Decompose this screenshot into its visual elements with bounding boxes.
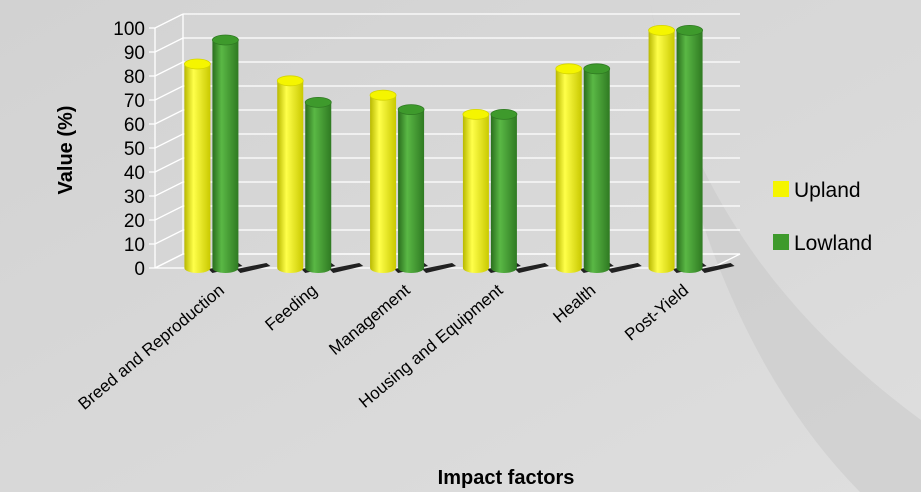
y-tick-label: 0 xyxy=(134,259,145,280)
y-tick-label: 10 xyxy=(124,235,145,256)
bar-lowland xyxy=(304,97,364,274)
bar-lowland xyxy=(212,34,271,273)
bar-lowland xyxy=(397,104,457,273)
bar-shadow xyxy=(236,263,271,273)
gridline xyxy=(154,229,184,245)
bar-body xyxy=(490,114,517,273)
bar-body xyxy=(555,68,582,273)
y-tick-label: 70 xyxy=(124,91,145,112)
bar-upland xyxy=(184,58,243,273)
y-tick-label: 100 xyxy=(113,19,145,40)
background-swoosh xyxy=(650,0,921,492)
y-tick-label: 50 xyxy=(124,139,145,160)
bar-lowland xyxy=(490,109,549,273)
bar-shadow xyxy=(422,263,457,273)
bar-shadow xyxy=(329,263,364,273)
y-tick-label: 90 xyxy=(124,43,145,64)
y-tick-label: 80 xyxy=(124,67,145,88)
bar-top xyxy=(304,97,332,108)
bar-top xyxy=(648,24,675,36)
bar-shadow xyxy=(700,263,735,273)
bar-body xyxy=(462,114,489,274)
y-axis-title: Value (%) xyxy=(55,106,77,195)
bar-body xyxy=(583,68,610,273)
bar-top xyxy=(397,104,425,115)
legend-swatch xyxy=(773,234,789,250)
grid-layer xyxy=(149,13,741,269)
bar-top xyxy=(583,63,611,75)
bar-lowland xyxy=(583,63,642,273)
bar-top xyxy=(490,109,518,120)
bar-body xyxy=(676,30,703,274)
y-tick-label: 20 xyxy=(124,211,145,232)
legend-label: Lowland xyxy=(794,232,872,255)
bar-body xyxy=(277,80,304,273)
legend-swatch xyxy=(773,181,789,197)
gridline xyxy=(154,61,184,77)
gridline xyxy=(154,205,184,221)
gridline xyxy=(154,109,184,125)
bar-body xyxy=(184,64,211,273)
bar-body xyxy=(648,30,675,274)
bar-top xyxy=(555,63,583,75)
gridline xyxy=(154,85,184,101)
bar-top xyxy=(369,89,397,101)
legend: Upland Lowland xyxy=(773,179,872,255)
bars xyxy=(184,24,735,274)
bar-body xyxy=(305,102,332,274)
legend-item-upland: Upland xyxy=(773,179,861,202)
y-tick-labels: 0 10 20 30 40 50 60 70 80 90 100 xyxy=(113,19,145,280)
bar-body xyxy=(370,95,397,273)
gridline xyxy=(154,157,184,173)
bar-top xyxy=(276,75,304,87)
bar-top xyxy=(676,24,703,36)
legend-item-lowland: Lowland xyxy=(773,232,872,255)
y-tick-label: 40 xyxy=(124,163,145,184)
bar-top xyxy=(212,34,239,46)
y-tick-label: 30 xyxy=(124,187,145,208)
bar-shadow xyxy=(514,263,549,273)
gridline xyxy=(154,133,184,149)
gridline xyxy=(154,181,184,197)
y-tick-label: 60 xyxy=(124,115,145,136)
bar-top xyxy=(462,109,490,120)
bar-top xyxy=(184,58,211,70)
gridline xyxy=(154,37,184,53)
legend-label: Upland xyxy=(794,179,861,202)
gridline xyxy=(154,13,184,29)
bar-lowland xyxy=(676,24,735,274)
bar-body xyxy=(212,40,239,273)
x-axis-title: Impact factors xyxy=(438,467,575,489)
bar-body xyxy=(398,109,425,273)
bar-shadow xyxy=(607,263,642,273)
